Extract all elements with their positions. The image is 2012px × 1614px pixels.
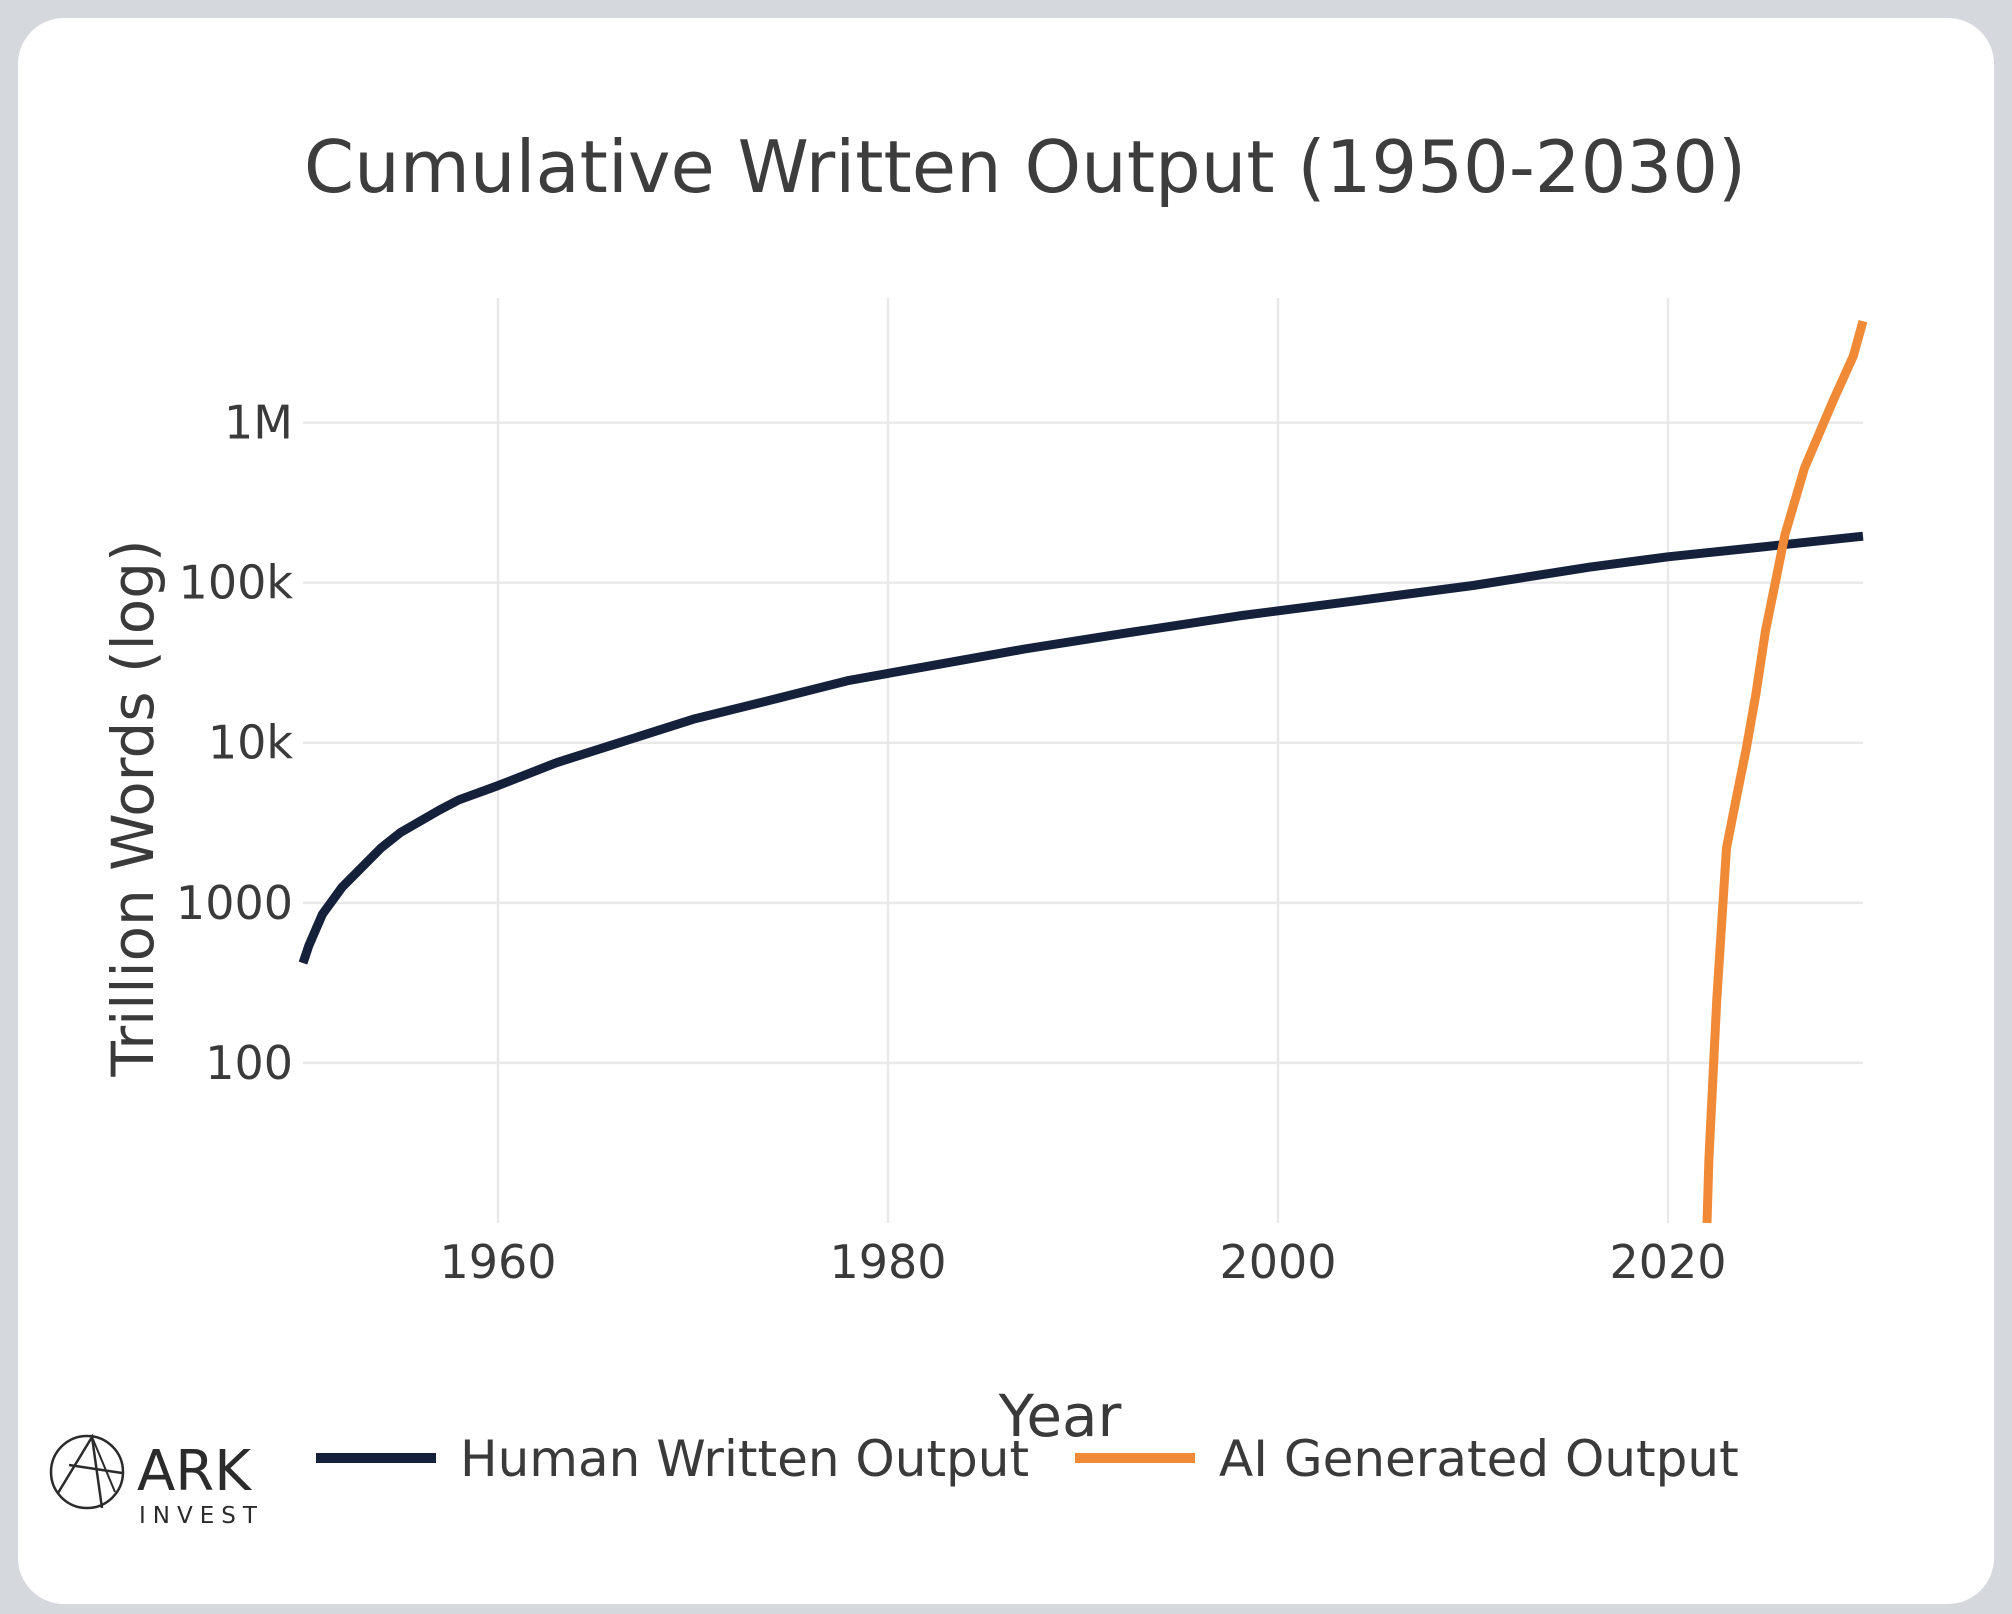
grid-lines [303, 298, 1863, 1223]
legend-label-human: Human Written Output [460, 1430, 1029, 1488]
line-chart: Cumulative Written Output (1950-2030) 19… [49, 125, 1868, 1529]
y-tick-label: 100k [179, 556, 294, 610]
x-tick-label: 1960 [439, 1235, 556, 1289]
y-axis-title: Trillion Words (log) [99, 539, 167, 1077]
ark-invest-logo: ARK INVEST [49, 1433, 264, 1529]
x-tick-label: 2020 [1609, 1235, 1726, 1289]
brand-name: ARK [137, 1439, 252, 1504]
legend: Human Written Output AI Generated Output [316, 1430, 1739, 1488]
series-line-human [298, 531, 1864, 965]
chart-title: Cumulative Written Output (1950-2030) [304, 125, 1746, 209]
series-lines [298, 319, 1868, 1224]
x-tick-label: 2000 [1219, 1235, 1336, 1289]
legend-label-ai: AI Generated Output [1219, 1430, 1739, 1488]
y-tick-label: 100 [205, 1036, 293, 1090]
tick-labels: 1960 1980 2000 2020 100 1000 10k 100k 1M [176, 396, 1727, 1289]
series-line-ai [1702, 319, 1868, 1224]
y-tick-label: 1M [224, 396, 293, 450]
y-tick-label: 10k [208, 716, 294, 770]
x-axis-title: Year [998, 1382, 1122, 1450]
chart-card: Cumulative Written Output (1950-2030) 19… [18, 18, 1994, 1604]
x-tick-label: 1980 [829, 1235, 946, 1289]
y-tick-label: 1000 [176, 876, 293, 930]
ark-logo-icon [49, 1433, 125, 1510]
brand-subtitle: INVEST [139, 1503, 264, 1529]
